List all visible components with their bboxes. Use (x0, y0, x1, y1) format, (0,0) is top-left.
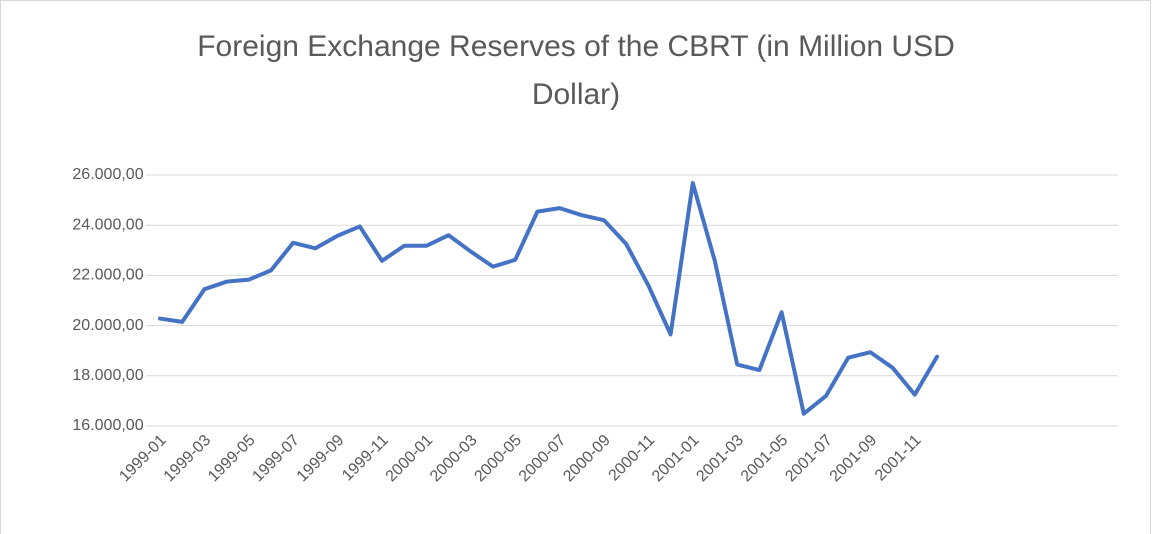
y-tick-label: 18.000,00 (72, 367, 143, 384)
y-tick-label: 22.000,00 (72, 267, 143, 284)
y-tick-label: 24.000,00 (72, 216, 143, 233)
y-tick-label: 26.000,00 (72, 166, 143, 183)
y-tick-label: 16.000,00 (72, 417, 143, 434)
chart-title-line: Dollar) (532, 78, 620, 111)
chart-title-line: Foreign Exchange Reserves of the CBRT (i… (197, 30, 955, 63)
data-line (158, 181, 939, 416)
y-tick-label: 20.000,00 (72, 317, 143, 334)
